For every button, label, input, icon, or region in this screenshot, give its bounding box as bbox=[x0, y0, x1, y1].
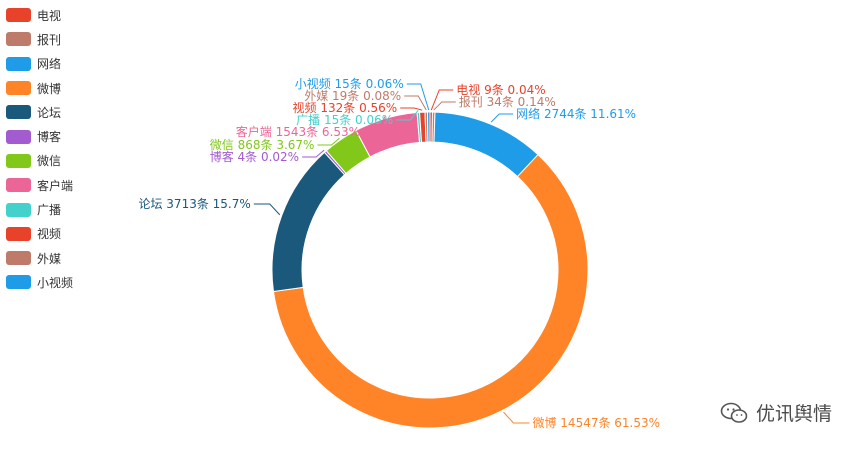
legend-label: 视频 bbox=[37, 227, 62, 242]
slice-2[interactable] bbox=[433, 111, 539, 178]
slice-label: 论坛 3713条 15.7% bbox=[138, 197, 250, 211]
legend-swatch bbox=[6, 129, 31, 144]
legend-item[interactable]: 报刊 bbox=[6, 27, 73, 51]
slice-label: 客户端 1543条 6.53% bbox=[236, 124, 360, 139]
legend-item[interactable]: 网络 bbox=[6, 52, 73, 76]
slice-11[interactable] bbox=[427, 111, 431, 143]
legend-item[interactable]: 微信 bbox=[6, 149, 73, 173]
legend-item[interactable]: 外媒 bbox=[6, 246, 73, 270]
leader-line bbox=[363, 116, 386, 133]
legend-label: 电视 bbox=[37, 8, 62, 23]
legend-swatch bbox=[6, 81, 31, 96]
chart-legend: 电视报刊网络微博论坛博客微信客户端广播视频外媒小视频 bbox=[6, 3, 73, 295]
legend-item[interactable]: 广播 bbox=[6, 197, 73, 221]
slice-label: 电视 9条 0.04% bbox=[456, 82, 545, 97]
legend-swatch bbox=[6, 275, 31, 290]
slice-4[interactable] bbox=[271, 151, 346, 293]
legend-label: 微信 bbox=[37, 154, 62, 169]
slice-label: 报刊 34条 0.14% bbox=[459, 94, 556, 109]
legend-label: 报刊 bbox=[37, 32, 62, 47]
legend-label: 微博 bbox=[37, 81, 62, 96]
slice-3[interactable] bbox=[272, 153, 589, 429]
leader-line bbox=[400, 107, 423, 111]
leader-line bbox=[302, 149, 325, 158]
legend-swatch bbox=[6, 56, 31, 71]
slice-label: 网络 2744条 11.61% bbox=[516, 106, 636, 121]
legend-swatch bbox=[6, 153, 31, 168]
slice-label: 小视频 15条 0.06% bbox=[295, 76, 404, 91]
slice-labels: 电视 9条 0.04%报刊 34条 0.14%网络 2744条 11.61% 微博… bbox=[138, 76, 660, 430]
legend-item[interactable]: 视频 bbox=[6, 222, 73, 246]
legend-label: 外媒 bbox=[37, 251, 62, 266]
watermark-text: 优讯舆情 bbox=[755, 403, 832, 425]
legend-swatch bbox=[6, 178, 31, 193]
leader-line bbox=[317, 137, 340, 146]
legend-label: 小视频 bbox=[37, 275, 74, 290]
legend-swatch bbox=[6, 32, 31, 47]
slice-label: 微博 14547条 61.53% bbox=[532, 415, 660, 430]
legend-swatch bbox=[6, 202, 31, 217]
legend-item[interactable]: 论坛 bbox=[6, 100, 73, 124]
leader-line bbox=[396, 110, 419, 121]
legend-label: 论坛 bbox=[37, 105, 62, 120]
legend-label: 广播 bbox=[37, 203, 62, 218]
legend-swatch bbox=[6, 251, 31, 266]
legend-item[interactable]: 电视 bbox=[6, 3, 73, 27]
legend-item[interactable]: 客户端 bbox=[6, 173, 73, 197]
leader-line bbox=[404, 95, 427, 111]
slice-label: 微信 868条 3.67% bbox=[210, 138, 315, 152]
wechat-icon bbox=[720, 402, 748, 423]
leader-line bbox=[406, 83, 430, 111]
slice-label: 广播 15条 0.06% bbox=[296, 113, 393, 127]
legend-item[interactable]: 微博 bbox=[6, 76, 73, 100]
leader-line bbox=[490, 113, 514, 123]
leader-line bbox=[433, 101, 456, 111]
donut-slices bbox=[271, 111, 589, 429]
legend-swatch bbox=[6, 226, 31, 241]
legend-label: 网络 bbox=[37, 57, 62, 72]
leader-line bbox=[503, 411, 530, 424]
slice-label: 博客 4条 0.02% bbox=[210, 149, 299, 164]
legend-item[interactable]: 小视频 bbox=[6, 270, 73, 294]
legend-label: 博客 bbox=[37, 130, 62, 145]
watermark: 优讯舆情 bbox=[720, 399, 832, 426]
legend-label: 客户端 bbox=[37, 178, 74, 193]
slice-label: 外媒 19条 0.08% bbox=[304, 89, 401, 103]
leader-line bbox=[253, 203, 281, 216]
leader-line bbox=[430, 89, 454, 111]
legend-swatch bbox=[6, 8, 31, 23]
legend-item[interactable]: 博客 bbox=[6, 124, 73, 148]
legend-swatch bbox=[6, 105, 31, 120]
slice-label: 视频 132条 0.56% bbox=[293, 100, 398, 115]
